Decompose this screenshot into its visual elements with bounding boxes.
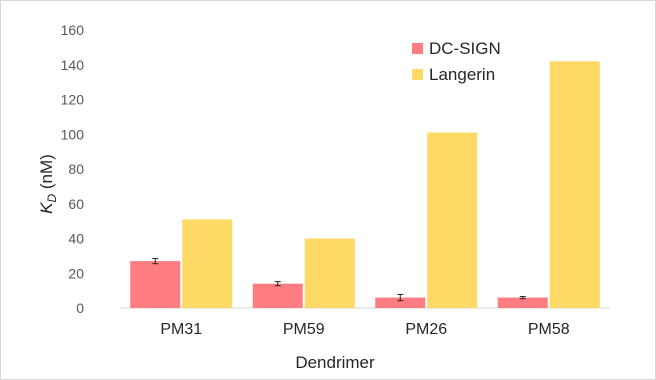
y-tick-label: 120 (61, 92, 85, 108)
x-tick-label: PM31 (160, 321, 202, 338)
error-bar-pm59 (274, 281, 281, 287)
y-tick-label: 20 (68, 265, 84, 281)
x-axis-ticks: PM31 PM59 PM26 PM58 (160, 321, 569, 338)
bar-langerin-pm26 (427, 132, 478, 308)
legend-swatch (412, 43, 423, 54)
y-tick-label: 80 (68, 161, 84, 177)
y-tick-label: 160 (61, 22, 85, 38)
y-axis-title: KD (nM) (37, 154, 59, 214)
bar-langerin-pm59 (304, 238, 355, 308)
bars-group (130, 61, 600, 309)
bar-dc-sign-pm59 (252, 283, 303, 308)
y-tick-label: 60 (68, 196, 84, 212)
legend: DC-SIGN Langerin (412, 39, 501, 84)
legend-label: Langerin (429, 65, 495, 84)
x-tick-label: PM59 (283, 321, 325, 338)
y-tick-label: 0 (76, 300, 84, 316)
y-tick-label: 140 (61, 57, 85, 73)
bar-langerin-pm58 (549, 61, 600, 309)
x-tick-label: PM26 (405, 321, 447, 338)
bar-langerin-pm31 (182, 219, 233, 308)
x-tick-label: PM58 (528, 321, 570, 338)
legend-label: DC-SIGN (429, 39, 501, 58)
legend-swatch (412, 69, 423, 80)
x-axis-title: Dendrimer (295, 353, 375, 372)
y-axis-title-unit: (nM) (37, 154, 56, 194)
y-axis-title-main: K (37, 202, 56, 214)
bar-dc-sign-pm26 (375, 297, 426, 308)
y-tick-label: 100 (61, 126, 85, 142)
bar-dc-sign-pm31 (130, 261, 181, 308)
y-axis-title-subscript: D (45, 194, 59, 203)
error-bar-pm58 (519, 296, 526, 300)
y-axis-ticks: 0 20 40 60 80 100 120 140 160 (61, 22, 85, 316)
y-tick-label: 40 (68, 231, 84, 247)
bar-dc-sign-pm58 (497, 297, 548, 308)
error-bar-pm26 (397, 293, 404, 302)
error-bar-pm31 (152, 257, 159, 265)
